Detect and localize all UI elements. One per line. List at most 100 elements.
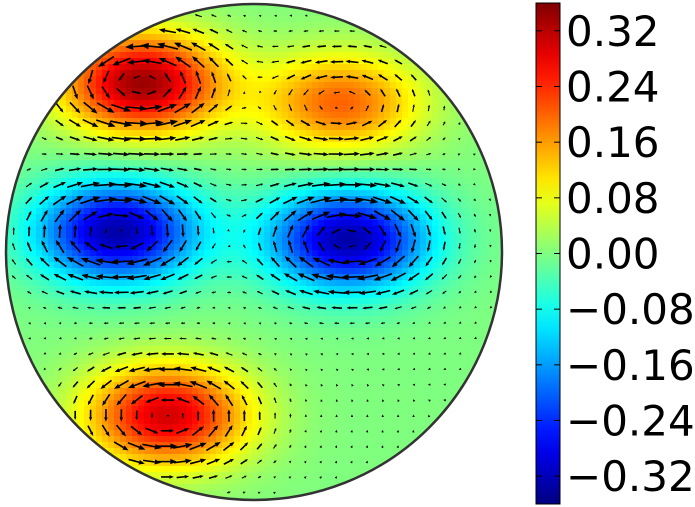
heatmap-cell — [462, 274, 469, 281]
heatmap-cell — [120, 364, 127, 371]
heatmap-cell — [396, 388, 403, 395]
heatmap-cell — [252, 160, 259, 167]
heatmap-cell — [342, 142, 349, 149]
heatmap-cell — [420, 94, 427, 101]
heatmap-cell — [246, 286, 253, 293]
heatmap-cell — [480, 226, 487, 233]
heatmap-cell — [24, 292, 31, 299]
heatmap-cell — [174, 298, 181, 305]
heatmap-cell — [210, 52, 217, 59]
heatmap-cell — [324, 94, 331, 101]
heatmap-cell — [402, 316, 409, 323]
heatmap-cell — [306, 118, 313, 125]
heatmap-cell — [300, 172, 307, 179]
heatmap-cell — [408, 352, 415, 359]
heatmap-cell — [342, 292, 349, 299]
heatmap-cell — [246, 118, 253, 125]
heatmap-cell — [264, 148, 271, 155]
heatmap-cell — [174, 52, 181, 59]
heatmap-cell — [420, 142, 427, 149]
heatmap-cell — [168, 310, 175, 317]
heatmap-cell — [204, 400, 211, 407]
heatmap-cell — [126, 268, 133, 275]
heatmap-cell — [426, 268, 433, 275]
heatmap-cell — [270, 400, 277, 407]
heatmap-cell — [240, 388, 247, 395]
heatmap-cell — [342, 256, 349, 263]
heatmap-cell — [360, 46, 367, 53]
heatmap-cell — [210, 10, 217, 17]
heatmap-cell — [48, 172, 55, 179]
heatmap-cell — [276, 4, 283, 11]
heatmap-cell — [66, 262, 73, 269]
heatmap-cell — [132, 334, 139, 341]
heatmap-cell — [318, 130, 325, 137]
heatmap-cell — [24, 268, 31, 275]
heatmap-cell — [426, 190, 433, 197]
heatmap-cell — [186, 130, 193, 137]
heatmap-cell — [354, 58, 361, 65]
heatmap-cell — [162, 340, 169, 347]
heatmap-cell — [384, 160, 391, 167]
heatmap-cell — [216, 184, 223, 191]
heatmap-cell — [144, 82, 151, 89]
heatmap-cell — [204, 106, 211, 113]
heatmap-cell — [282, 400, 289, 407]
heatmap-cell — [348, 250, 355, 257]
heatmap-cell — [24, 172, 31, 179]
heatmap-cell — [330, 76, 337, 83]
heatmap-cell — [18, 178, 25, 185]
heatmap-cell — [198, 34, 205, 41]
heatmap-cell — [414, 310, 421, 317]
heatmap-cell — [150, 184, 157, 191]
heatmap-cell — [276, 256, 283, 263]
heatmap-cell — [48, 274, 55, 281]
heatmap-cell — [348, 262, 355, 269]
heatmap-cell — [228, 220, 235, 227]
heatmap-cell — [24, 310, 31, 317]
heatmap-cell — [378, 334, 385, 341]
heatmap-cell — [462, 340, 469, 347]
heatmap-cell — [90, 250, 97, 257]
heatmap-cell — [300, 184, 307, 191]
heatmap-cell — [228, 196, 235, 203]
heatmap-cell — [12, 190, 19, 197]
heatmap-cell — [414, 196, 421, 203]
heatmap-cell — [294, 280, 301, 287]
heatmap-cell — [354, 82, 361, 89]
heatmap-cell — [324, 370, 331, 377]
heatmap-cell — [486, 268, 493, 275]
heatmap-cell — [324, 322, 331, 329]
heatmap-cell — [132, 394, 139, 401]
heatmap-cell — [132, 82, 139, 89]
heatmap-cell — [186, 190, 193, 197]
heatmap-cell — [414, 358, 421, 365]
heatmap-cell — [222, 196, 229, 203]
heatmap-cell — [240, 262, 247, 269]
heatmap-cell — [66, 88, 73, 95]
heatmap-cell — [300, 28, 307, 35]
heatmap-cell — [66, 112, 73, 119]
heatmap-cell — [330, 268, 337, 275]
heatmap-cell — [222, 352, 229, 359]
heatmap-cell — [240, 40, 247, 47]
heatmap-cell — [300, 400, 307, 407]
heatmap-cell — [372, 376, 379, 383]
heatmap-cell — [402, 100, 409, 107]
heatmap-cell — [174, 256, 181, 263]
heatmap-cell — [36, 202, 43, 209]
heatmap-cell — [318, 196, 325, 203]
heatmap-cell — [252, 286, 259, 293]
heatmap-cell — [402, 112, 409, 119]
heatmap-cell — [48, 256, 55, 263]
heatmap-cell — [180, 16, 187, 23]
heatmap-cell — [408, 70, 415, 77]
heatmap-cell — [330, 106, 337, 113]
heatmap-cell — [180, 370, 187, 377]
heatmap-cell — [408, 94, 415, 101]
heatmap-cell — [228, 364, 235, 371]
heatmap-cell — [150, 100, 157, 107]
heatmap-cell — [54, 190, 61, 197]
heatmap-cell — [114, 376, 121, 383]
heatmap-cell — [60, 286, 67, 293]
